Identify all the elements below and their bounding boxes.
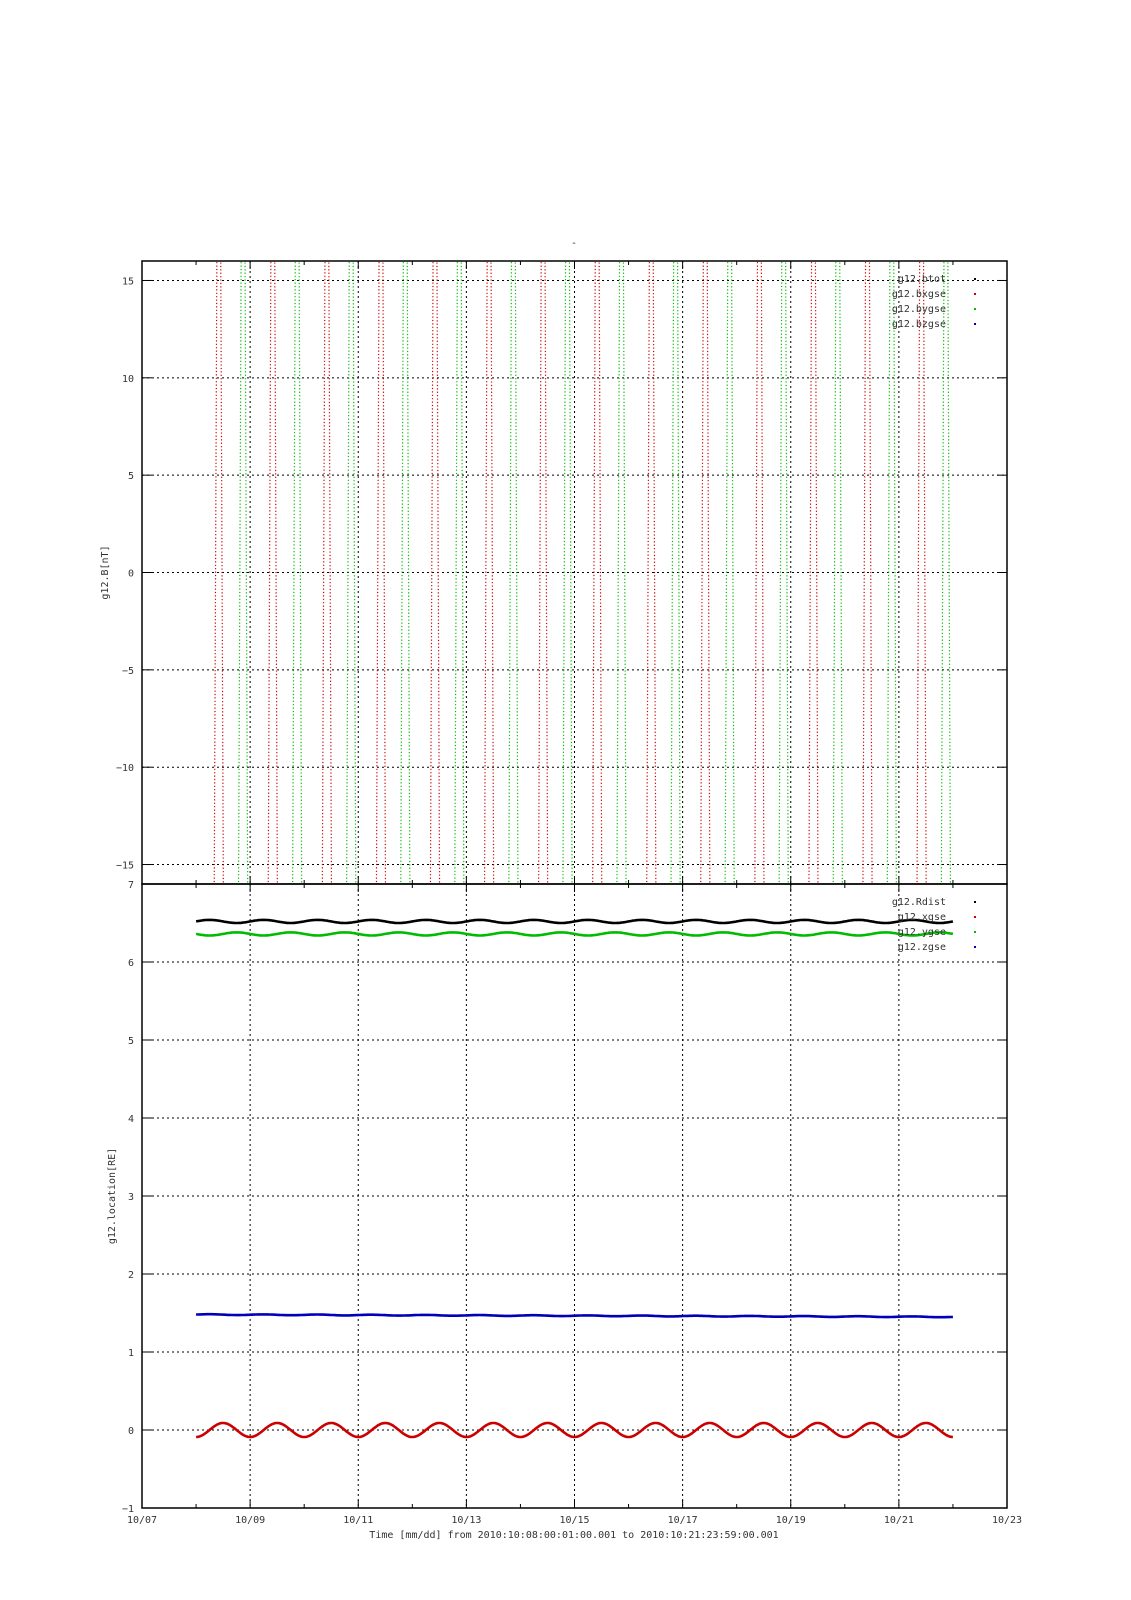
- plot-area: [213, 261, 952, 884]
- series-g12-xgse: [195, 1421, 954, 1439]
- y-tick-label: 5: [128, 471, 134, 482]
- legend-marker: [974, 308, 976, 310]
- x-tick-label: 10/23: [992, 1515, 1022, 1526]
- legend-marker: [974, 916, 976, 918]
- y-tick-label: 7: [128, 880, 134, 891]
- y-tick-label: 2: [128, 1270, 134, 1281]
- panel-magnetic-field: 15 10 5 0 −5 −10 −15 g12.B[nT] g12.btot g12.bxgse…: [100, 260, 1008, 885]
- legend-label: g12.zgse: [898, 942, 946, 953]
- x-tick-label: 10/15: [559, 1515, 589, 1526]
- x-tick-label: 10/21: [884, 1515, 914, 1526]
- legend-marker: [974, 901, 976, 903]
- y-tick-label: 0: [128, 1426, 134, 1437]
- series-g12-bygse: [237, 261, 952, 884]
- x-tick-label: 10/11: [343, 1515, 373, 1526]
- legend-label: g12.xgse: [898, 912, 946, 923]
- legend-marker: [974, 931, 976, 933]
- series-g12-bxgse: [213, 261, 927, 884]
- y-tick-label: 6: [128, 958, 134, 969]
- legend-marker: [974, 293, 976, 295]
- y-tick-label: −1: [122, 1504, 134, 1515]
- y-axis-label: g12.B[nT]: [100, 545, 111, 599]
- y-tick-label: 0: [128, 569, 134, 580]
- legend-label: g12.bzgse: [892, 319, 946, 330]
- series-g12-Rdist: [195, 918, 954, 925]
- legend-marker: [974, 946, 976, 948]
- x-tick-label: 10/09: [235, 1515, 265, 1526]
- legend-label: g12.bxgse: [892, 289, 946, 300]
- y-axis-label: g12.location[RE]: [107, 1148, 118, 1244]
- y-tick-label: −10: [116, 763, 134, 774]
- x-tick-label: 10/07: [127, 1515, 157, 1526]
- legend-marker: [974, 323, 976, 325]
- y-tick-label: 15: [122, 276, 134, 287]
- legend-label: g12.bygse: [892, 304, 946, 315]
- x-axis-label: Time [mm/dd] from 2010:10:08:00:01:00.00…: [369, 1530, 778, 1541]
- series-g12-ygse: [195, 931, 954, 937]
- legend-marker: [974, 278, 976, 280]
- y-tick-label: 4: [128, 1114, 134, 1125]
- x-tick-label: 10/13: [451, 1515, 481, 1526]
- x-axis: 10/07 10/09 10/11 10/13 10/15 10/17 10/19 10/21…: [127, 1515, 1022, 1526]
- x-tick-label: 10/17: [668, 1515, 698, 1526]
- y-tick-label: 1: [128, 1348, 134, 1359]
- y-tick-label: 10: [122, 374, 134, 385]
- panel-location: 7 6 5 4 3 2 1 0 −1 g12.location[RE] g12.Rdist g12.x…: [107, 880, 1008, 1515]
- series-g12-zgse: [195, 1312, 954, 1319]
- page-title: -: [571, 238, 577, 249]
- x-tick-label: 10/19: [776, 1515, 806, 1526]
- y-tick-label: 3: [128, 1192, 134, 1203]
- y-tick-label: −15: [116, 861, 134, 872]
- y-tick-label: −5: [122, 666, 134, 677]
- plot-frame: [141, 883, 1008, 1509]
- legend-label: g12.Rdist: [892, 897, 946, 908]
- plot-area: [195, 918, 954, 1439]
- legend-label: g12.ygse: [898, 927, 946, 938]
- y-tick-label: 5: [128, 1036, 134, 1047]
- legend-label: g12.btot: [898, 274, 946, 285]
